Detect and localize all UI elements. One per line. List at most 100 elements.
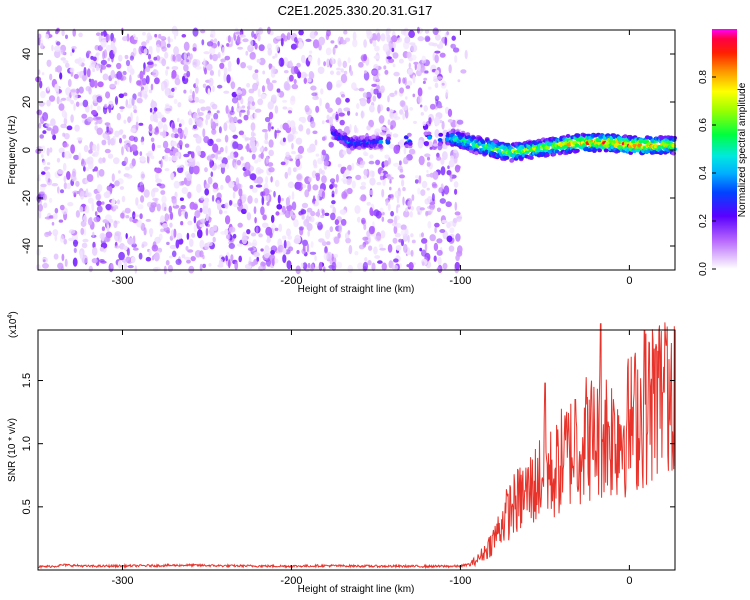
spectrogram-noise-cell (370, 88, 374, 95)
spectrogram-noise-cell (271, 94, 277, 102)
spectrogram-noise-cell (453, 149, 458, 154)
spectrogram-noise-cell (83, 228, 87, 236)
spectrogram-noise-cell (453, 217, 458, 224)
spectrogram-noise-cell (202, 205, 209, 215)
spectrogram-noise-cell (251, 153, 256, 160)
spectrogram-noise-cell (419, 247, 423, 252)
spectrogram-noise-cell (202, 200, 209, 209)
spectrogram-noise-cell (143, 90, 148, 100)
spectrogram-noise-cell (95, 52, 100, 56)
spectrogram-noise-cell (166, 241, 170, 246)
spectrogram-noise-cell (223, 73, 227, 82)
spectrogram-noise-cell (363, 39, 367, 48)
spectrogram-noise-cell (130, 256, 136, 263)
spectrogram-noise-cell (167, 264, 173, 273)
spectrogram-noise-cell (331, 261, 337, 271)
spectrogram-noise-cell (455, 254, 460, 261)
spectrogram-noise-cell (219, 163, 227, 168)
spectrogram-noise-cell (100, 233, 105, 242)
spectrogram-noise-cell (335, 97, 342, 106)
spectrogram-noise-cell (273, 190, 276, 198)
spectrogram-noise-cell (291, 151, 296, 155)
spectrogram-noise-cell (54, 45, 61, 52)
spectrogram-noise-cell (98, 169, 105, 177)
spectrogram-noise-cell (265, 155, 270, 165)
spectrogram-noise-cell (180, 221, 184, 226)
spectrogram-noise-cell (436, 105, 443, 109)
spectrogram-noise-cell (48, 197, 53, 203)
spectrogram-noise-cell (197, 151, 202, 156)
spectrogram-noise-cell (196, 119, 200, 126)
spectrogram-noise-cell (87, 197, 94, 204)
spectrogram-noise-cell (207, 88, 211, 96)
spectrogram-noise-cell (70, 92, 75, 96)
spectrogram-noise-cell (150, 83, 154, 91)
spectrogram-noise-cell (81, 254, 88, 264)
spectrogram-noise-cell (447, 119, 453, 123)
spectrogram-noise-cell (174, 191, 178, 199)
spectrogram-noise-cell (79, 250, 83, 260)
spectrogram-noise-cell (100, 39, 107, 48)
spectrogram-noise-cell (356, 103, 360, 110)
spectrogram-noise-cell (168, 156, 172, 162)
spectrogram-noise-cell (454, 188, 458, 195)
spectrogram-noise-cell (204, 188, 210, 196)
spectrogram-noise-cell (310, 263, 314, 269)
spectrogram-signal-cell (603, 148, 609, 153)
spectrogram-noise-cell (118, 170, 121, 174)
spectrogram-noise-cell (360, 54, 367, 62)
spectrogram-noise-cell (184, 256, 191, 261)
spectrogram-noise-cell (279, 124, 284, 130)
spectrogram-noise-cell (323, 160, 330, 167)
spectrogram-noise-cell (153, 113, 158, 123)
spectrogram-noise-cell (316, 194, 320, 202)
snr-y-multiplier-base: (x10 (8, 318, 19, 338)
spectrogram-signal-cell (493, 139, 499, 144)
spectrogram-noise-cell (383, 160, 389, 167)
spectrogram-noise-cell (202, 83, 207, 89)
spectrogram-cells (35, 25, 678, 275)
spectrogram-noise-cell (86, 174, 94, 182)
spectrogram-noise-cell (323, 266, 326, 273)
spectrogram-noise-cell (380, 33, 386, 42)
snr-y-tick-label: 1.0 (21, 436, 33, 451)
spectrogram-noise-cell (212, 182, 219, 190)
spectrogram-noise-cell (169, 255, 173, 259)
spectrogram-noise-cell (252, 82, 259, 91)
spectrogram-noise-cell (431, 193, 435, 202)
spectrogram-noise-cell (194, 210, 201, 219)
colorbar-label: Normalized spectral amplitude (737, 82, 748, 217)
spectrogram-noise-cell (139, 213, 143, 220)
spectrogram-noise-cell (290, 43, 297, 50)
spectrogram-noise-cell (75, 88, 80, 94)
spectrogram-noise-cell (123, 92, 128, 97)
spectrogram-noise-cell (407, 234, 410, 243)
spectrogram-noise-cell (441, 219, 448, 224)
spectrogram-noise-cell (51, 183, 59, 187)
spectrogram-noise-cell (164, 206, 167, 212)
spectrogram-noise-cell (432, 183, 438, 189)
spectrogram-noise-cell (300, 71, 307, 79)
spectrogram-noise-cell (218, 258, 224, 268)
spectrogram-noise-cell (134, 36, 138, 41)
spectrogram-signal-cell (424, 141, 429, 146)
spectrogram-noise-cell (369, 154, 374, 159)
spectrogram-noise-cell (228, 259, 231, 269)
spectrogram-noise-cell (211, 128, 217, 135)
spectrogram-noise-cell (125, 233, 128, 239)
spectrogram-noise-cell (289, 120, 296, 129)
spectrogram-noise-cell (247, 247, 254, 251)
spectrogram-noise-cell (376, 181, 382, 186)
spectrogram-noise-cell (70, 114, 74, 123)
spectrogram-noise-cell (147, 35, 153, 41)
spectrogram-noise-cell (441, 120, 445, 130)
spectrogram-noise-cell (424, 243, 428, 252)
spectrogram-noise-cell (317, 208, 320, 218)
spectrogram-noise-cell (243, 114, 249, 121)
spectrogram-noise-cell (202, 128, 206, 138)
spectrogram-noise-cell (203, 51, 210, 55)
spectrogram-noise-cell (264, 116, 271, 123)
spectrogram-noise-cell (168, 205, 172, 213)
spectrogram-noise-cell (397, 165, 403, 171)
spectrogram-noise-cell (252, 239, 258, 247)
